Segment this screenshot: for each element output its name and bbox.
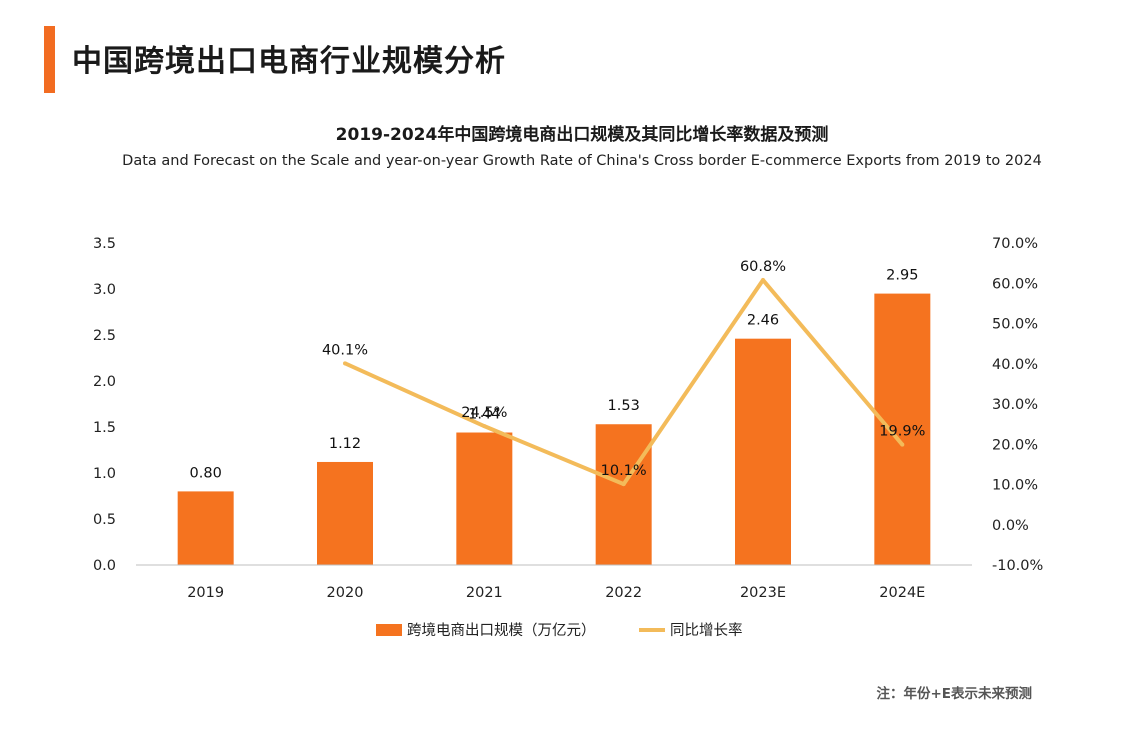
legend-label-bar: 跨境电商出口规模（万亿元）: [407, 621, 596, 639]
bar: [456, 432, 513, 565]
bar: [874, 293, 931, 565]
y-left-tick-label: 0.5: [93, 512, 116, 528]
y-right-tick-label: 60.0%: [992, 276, 1038, 292]
x-tick-label: 2019: [187, 585, 224, 601]
y-left-tick-label: 3.5: [93, 236, 116, 252]
bar-value-label: 2.95: [886, 268, 918, 284]
y-right-tick-label: 40.0%: [992, 357, 1038, 373]
bar-value-label: 0.80: [190, 465, 222, 481]
legend-swatch-bar: [376, 624, 402, 636]
y-right-tick-label: 70.0%: [992, 236, 1038, 252]
y-left-tick-label: 2.0: [93, 374, 116, 390]
bar: [317, 461, 373, 565]
x-tick-label: 2020: [327, 585, 364, 601]
forecast-note: 注：年份+E表示未来预测: [876, 686, 1032, 702]
growth-rate-point: [343, 361, 347, 366]
growth-rate-point: [761, 278, 765, 283]
bar-value-label: 1.53: [608, 398, 640, 414]
x-tick-label: 2024E: [879, 585, 925, 601]
growth-rate-label: 10.1%: [601, 463, 647, 479]
y-right-tick-label: 30.0%: [992, 397, 1038, 413]
growth-rate-label: 19.9%: [879, 424, 925, 440]
y-right-tick-label: 0.0%: [992, 518, 1029, 534]
growth-rate-label: 24.5%: [461, 405, 507, 421]
y-right-tick-label: 50.0%: [992, 317, 1038, 333]
growth-rate-point: [482, 424, 487, 429]
chart-subtitle: Data and Forecast on the Scale and year-…: [122, 153, 1042, 169]
bar-value-label: 1.12: [329, 436, 361, 452]
y-left-tick-label: 1.5: [93, 420, 116, 436]
page-title: 中国跨境出口电商行业规模分析: [72, 44, 506, 79]
x-tick-label: 2022: [605, 585, 642, 601]
y-right-tick-label: -10.0%: [992, 558, 1043, 574]
x-tick-label: 2023E: [740, 585, 786, 601]
x-tick-label: 2021: [466, 585, 503, 601]
growth-rate-label: 60.8%: [740, 259, 786, 275]
chart-title: 2019-2024年中国跨境电商出口规模及其同比增长率数据及预测: [335, 125, 829, 145]
y-left-tick-label: 3.0: [93, 282, 116, 298]
growth-rate-label: 40.1%: [322, 342, 368, 358]
y-left-tick-label: 0.0: [93, 558, 116, 574]
bar: [735, 338, 791, 565]
y-left-tick-label: 2.5: [93, 328, 116, 344]
bar: [595, 424, 652, 565]
growth-rate-point: [900, 442, 905, 447]
bar-value-label: 2.46: [747, 313, 779, 329]
bar-value-label: 1.44: [468, 407, 500, 423]
y-left-tick-label: 1.0: [93, 466, 116, 482]
y-right-tick-label: 10.0%: [992, 478, 1038, 494]
legend-label-line: 同比增长率: [670, 622, 743, 639]
bar: [177, 491, 234, 565]
y-right-tick-label: 20.0%: [992, 437, 1038, 453]
growth-rate-point: [621, 482, 626, 487]
title-accent-bar: [44, 26, 55, 93]
